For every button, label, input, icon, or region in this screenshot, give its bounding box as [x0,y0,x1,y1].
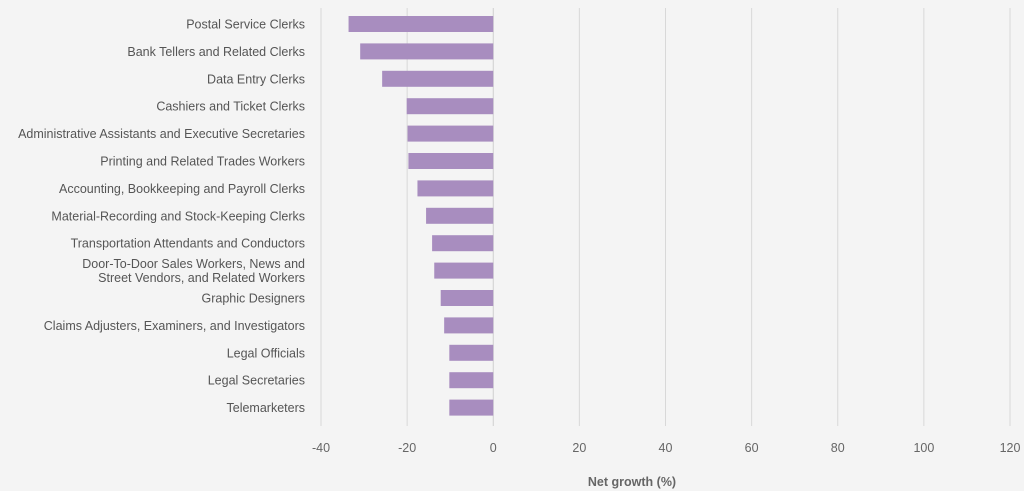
category-label: Telemarketers [227,401,306,415]
x-tick-labels: -40 -20 0 20 40 60 80 100 120 [312,441,1021,455]
category-label: Data Entry Clerks [207,72,305,86]
x-tick-label: 40 [659,441,673,455]
x-tick-label: 0 [490,441,497,455]
category-label: Printing and Related Trades Workers [100,155,305,169]
category-label: Legal Officials [227,346,305,360]
category-label: Postal Service Clerks [186,18,305,32]
x-tick-label: -40 [312,441,330,455]
bar [440,290,494,306]
category-label: Accounting, Bookkeeping and Payroll Cler… [59,182,305,196]
category-label: Legal Secretaries [208,374,305,388]
bar [406,98,494,115]
bar [417,180,494,197]
x-tick-label: 20 [572,441,586,455]
category-label: Cashiers and Ticket Clerks [156,100,305,114]
bar [444,317,494,334]
category-label: Graphic Designers [201,292,305,306]
bar [382,70,494,87]
category-label: Administrative Assistants and Executive … [18,127,305,141]
gridlines [320,8,1011,426]
bar [434,262,494,279]
bars [348,16,494,416]
x-tick-label: 120 [1000,441,1021,455]
bar [449,344,494,361]
category-labels: Postal Service Clerks Bank Tellers and Re… [18,18,305,416]
x-tick-label: 100 [913,441,934,455]
x-tick-label: 60 [745,441,759,455]
category-label: Transportation Attendants and Conductors [71,237,305,251]
x-tick-label: -20 [398,441,416,455]
bar [449,372,494,389]
category-label: Claims Adjusters, Examiners, and Investi… [44,319,305,333]
category-label: Material-Recording and Stock-Keeping Cle… [51,209,305,223]
x-tick-label: 80 [831,441,845,455]
bar [407,125,494,142]
bar [426,207,494,224]
category-label: Street Vendors, and Related Workers [98,271,305,285]
bar [348,16,494,32]
bar [408,153,494,169]
bar [432,235,494,252]
category-label: Door-To-Door Sales Workers, News and [82,257,305,271]
x-axis-title: Net growth (%) [588,475,676,489]
bar [360,43,494,60]
category-label: Bank Tellers and Related Clerks [127,45,305,59]
bar [449,399,494,416]
